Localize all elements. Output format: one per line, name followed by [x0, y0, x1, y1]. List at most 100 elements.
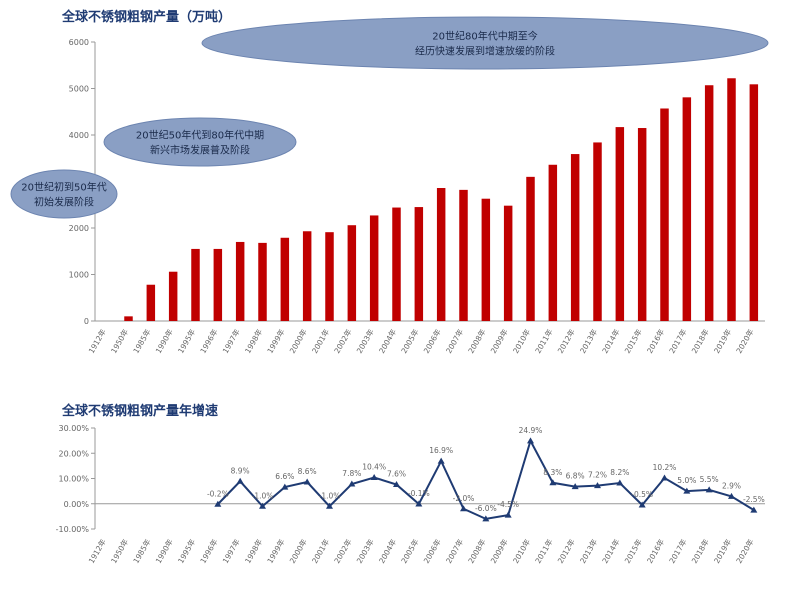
bar-x-tick-label: 1999年 — [265, 327, 287, 355]
bar-x-tick-label: 2005年 — [399, 327, 421, 355]
growth-data-label: 6.6% — [275, 472, 294, 481]
phase2-ellipse-text: 新兴市场发展普及阶段 — [150, 144, 250, 157]
bar — [593, 142, 602, 321]
bar — [392, 207, 401, 321]
growth-point — [281, 483, 289, 490]
bar — [503, 205, 513, 321]
line-x-tick-label: 2019年 — [711, 537, 733, 565]
line-chart-title: 全球不锈钢粗钢产量年增速 — [62, 404, 219, 419]
bar-x-tick-label: 2003年 — [354, 327, 376, 355]
growth-point — [705, 486, 713, 493]
line-x-tick-label: 1912年 — [86, 537, 108, 565]
growth-point — [549, 479, 557, 486]
bar-x-tick-label: 2009年 — [488, 327, 510, 355]
growth-data-label: 7.8% — [342, 469, 361, 478]
growth-data-label: 2.9% — [722, 481, 741, 490]
phase2-ellipse — [103, 117, 297, 167]
line-y-tick-label: 20.00% — [58, 449, 89, 458]
bar — [213, 248, 223, 321]
line-x-tick-label: 2014年 — [600, 537, 622, 565]
line-x-tick-label: 2010年 — [510, 537, 532, 565]
bar — [191, 248, 200, 321]
bar-x-tick-label: 2016年 — [644, 327, 666, 355]
line-x-tick-label: 1990年 — [153, 537, 175, 565]
bar — [637, 128, 647, 321]
line-x-tick-label: 2002年 — [332, 537, 354, 565]
bar-x-tick-label: 1998年 — [242, 327, 264, 355]
line-x-tick-label: 2018年 — [689, 537, 711, 565]
bar-x-tick-label: 1997年 — [220, 327, 242, 355]
growth-point — [303, 478, 311, 485]
growth-data-label: -2.5% — [743, 495, 765, 504]
line-x-tick-label: 2003年 — [354, 537, 376, 565]
line-x-tick-label: 2011年 — [533, 537, 555, 565]
growth-data-label: 24.9% — [519, 426, 543, 435]
line-x-tick-label: 2007年 — [443, 537, 465, 565]
growth-point — [326, 502, 333, 509]
growth-point — [527, 437, 534, 444]
growth-point — [571, 483, 579, 490]
growth-data-label: -4.5% — [497, 500, 519, 509]
growth-point — [236, 477, 244, 484]
line-x-tick-label: 1998年 — [242, 537, 264, 565]
bar — [124, 316, 133, 321]
bar-x-tick-label: 2020年 — [734, 327, 756, 355]
line-x-tick-label: 2000年 — [287, 537, 309, 565]
bar-x-tick-label: 2015年 — [622, 327, 644, 355]
bar-x-tick-label: 2007年 — [443, 327, 465, 355]
growth-data-label: -6.0% — [475, 504, 497, 513]
bar — [570, 154, 580, 321]
growth-data-label: -0.5% — [631, 490, 653, 499]
bar-y-tick-label: 4000 — [69, 131, 89, 140]
bar-x-tick-label: 1995年 — [175, 327, 197, 355]
growth-data-label: -0.2% — [207, 489, 229, 498]
bar — [548, 164, 558, 321]
bar-x-tick-label: 2017年 — [667, 327, 689, 355]
growth-data-label: 10.4% — [362, 462, 386, 471]
phase1-ellipse-text: 初始发展阶段 — [34, 196, 94, 209]
growth-point — [370, 473, 378, 480]
growth-data-label: -0.1% — [408, 489, 430, 498]
line-y-tick-label: 10.00% — [58, 475, 89, 484]
phase3-ellipse — [201, 16, 769, 70]
bar-x-tick-label: 2011年 — [533, 327, 555, 355]
bar-x-tick-label: 1950年 — [108, 327, 130, 355]
line-x-tick-label: 2006年 — [421, 537, 443, 565]
bar — [704, 85, 714, 322]
line-x-tick-label: 2015年 — [622, 537, 644, 565]
line-x-tick-label: 2020年 — [734, 537, 756, 565]
bar-x-tick-label: 2019年 — [711, 327, 733, 355]
growth-point — [750, 506, 758, 513]
growth-data-label: -1.0% — [252, 491, 274, 500]
growth-data-label: 16.9% — [429, 446, 453, 455]
bar-x-tick-label: 1990年 — [153, 327, 175, 355]
bar-y-tick-label: 2000 — [69, 224, 89, 233]
bar-y-tick-label: 5000 — [69, 85, 89, 94]
line-x-tick-label: 2016年 — [644, 537, 666, 565]
bar-x-tick-label: 2018年 — [689, 327, 711, 355]
bar — [235, 241, 245, 321]
bar — [727, 78, 736, 322]
bar — [459, 189, 468, 321]
bar — [615, 127, 625, 321]
bar — [168, 271, 178, 321]
line-x-tick-label: 2013年 — [577, 537, 599, 565]
growth-point — [661, 474, 668, 481]
bar — [280, 237, 290, 321]
line-x-tick-label: 2012年 — [555, 537, 577, 565]
line-x-tick-label: 1996年 — [198, 537, 220, 565]
bar-x-tick-label: 2012年 — [555, 327, 577, 355]
phase1-ellipse-text: 20世纪初到50年代 — [21, 181, 106, 194]
growth-data-label: 10.2% — [653, 463, 677, 472]
bar — [682, 97, 692, 322]
bar-x-tick-label: 2013年 — [577, 327, 599, 355]
bar-x-tick-label: 2006年 — [421, 327, 443, 355]
line-y-tick-label: 30.00% — [58, 424, 89, 433]
bar-x-tick-label: 2008年 — [466, 327, 488, 355]
growth-point — [437, 457, 445, 464]
bar — [749, 84, 759, 321]
growth-point — [594, 482, 601, 489]
bar-x-tick-label: 2002年 — [332, 327, 354, 355]
bar-x-tick-label: 1996年 — [198, 327, 220, 355]
